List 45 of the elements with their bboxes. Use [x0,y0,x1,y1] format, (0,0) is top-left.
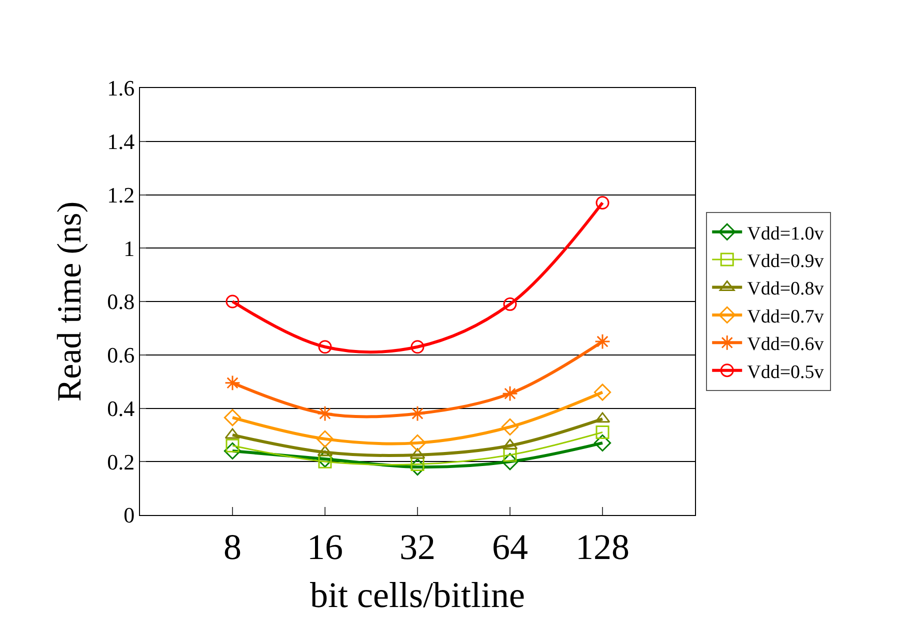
point [316,430,334,448]
x-tick-label: 64 [492,527,528,568]
y-tick-label: 1.6 [107,76,135,101]
point [410,406,426,422]
x-tick-label: 8 [224,527,242,568]
point [594,384,612,401]
point [410,340,424,354]
y-axis-title: Read time (ns) [52,201,89,402]
x-tick-label: 32 [400,527,436,568]
point [596,426,610,440]
x-tick-label: 16 [307,527,343,568]
y-tick-label: 0.4 [107,396,135,421]
legend-label: Vdd=0.9v [747,250,824,272]
point [596,196,610,210]
y-tick-label: 0.2 [107,449,135,474]
point [224,442,242,460]
point [502,386,518,402]
legend-label: Vdd=0.8v [747,278,824,300]
x-tick-label: 128 [576,527,630,568]
legend-label: Vdd=1.0v [747,223,824,244]
point [408,434,426,452]
point [318,454,332,468]
point [318,340,332,354]
point [226,294,240,308]
point [224,409,242,426]
point [501,418,519,436]
point [410,458,424,472]
point [503,297,517,311]
legend-label: Vdd=0.5v [747,362,824,383]
y-tick-label: 1 [124,236,135,261]
legend-label: Vdd=0.7v [747,306,824,328]
y-tick-label: 0.8 [107,289,135,314]
point [316,450,334,468]
y-tick-label: 0 [124,502,135,528]
y-tick-label: 1.4 [107,129,135,154]
point [594,334,610,350]
y-tick-label: 0.6 [107,342,135,368]
y-tick-label: 1.2 [107,182,135,208]
point [501,453,519,470]
point [317,406,333,422]
point [594,434,612,452]
point [408,458,426,476]
x-axis-title: bit cells/bitline [310,574,525,615]
legend-label: Vdd=0.6v [747,334,824,356]
point [224,374,240,391]
